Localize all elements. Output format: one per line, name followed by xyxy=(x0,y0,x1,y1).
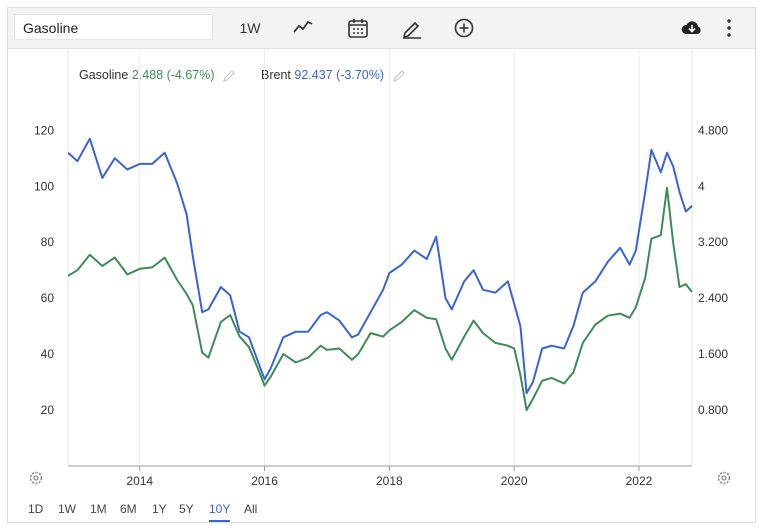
range-button-1d[interactable]: 1D xyxy=(28,502,44,516)
x-tick-label: 2022 xyxy=(626,474,653,488)
left-tick-label: 100 xyxy=(34,179,54,193)
price-chart[interactable]: 2014 2016 2018 2020 2022 20 40 60 80 100 120 0.800 1… xyxy=(8,8,755,498)
right-axis-settings-icon[interactable] xyxy=(717,471,731,485)
range-button-all[interactable]: All xyxy=(244,502,258,516)
right-tick-label: 2.400 xyxy=(698,291,728,305)
left-tick-label: 40 xyxy=(41,347,55,361)
range-button-5y[interactable]: 5Y xyxy=(179,502,194,516)
range-button-1m[interactable]: 1M xyxy=(90,502,107,516)
x-tick-label: 2020 xyxy=(501,474,528,488)
legend-brent-value: 92.437 (-3.70%) xyxy=(294,68,385,82)
more-icon[interactable] xyxy=(717,16,741,40)
left-tick-label: 80 xyxy=(41,235,55,249)
series-line-gasoline xyxy=(67,186,693,412)
x-tick-label: 2018 xyxy=(376,474,403,488)
legend-gasoline-value: 2.488 (-4.67%) xyxy=(131,68,215,82)
x-tick-label: 2016 xyxy=(251,474,278,488)
range-button-6m[interactable]: 6M xyxy=(120,502,137,516)
right-tick-label: 4.800 xyxy=(698,123,728,137)
right-tick-label: 4 xyxy=(698,179,705,193)
right-tick-label: 1.600 xyxy=(698,347,728,361)
legend-brent-name: Brent xyxy=(261,68,291,82)
left-tick-label: 120 xyxy=(34,123,54,137)
legend-gasoline: Gasoline 2.488 (-4.67%) xyxy=(79,68,236,83)
range-button-1y[interactable]: 1Y xyxy=(152,502,167,516)
range-button-1w[interactable]: 1W xyxy=(58,502,76,516)
edit-pencil-icon[interactable] xyxy=(222,69,236,83)
draw-icon[interactable] xyxy=(400,16,424,40)
calendar-icon[interactable] xyxy=(346,16,370,40)
left-tick-label: 60 xyxy=(41,291,55,305)
interval-selector[interactable]: 1W xyxy=(239,20,261,36)
line-chart-icon[interactable] xyxy=(291,16,315,40)
chart-widget: Gasoline 1W xyxy=(7,7,756,523)
series-line-brent xyxy=(67,137,693,395)
download-icon[interactable] xyxy=(680,16,704,40)
legend-gasoline-name: Gasoline xyxy=(79,68,129,82)
right-tick-label: 0.800 xyxy=(698,403,728,417)
x-tick-label: 2014 xyxy=(126,474,153,488)
toolbar: Gasoline 1W xyxy=(8,8,755,49)
edit-pencil-icon[interactable] xyxy=(392,69,406,83)
right-tick-label: 3.200 xyxy=(698,235,728,249)
symbol-search-input[interactable]: Gasoline xyxy=(14,14,213,40)
add-icon[interactable] xyxy=(452,16,476,40)
left-tick-label: 20 xyxy=(41,403,55,417)
left-axis-settings-icon[interactable] xyxy=(29,471,43,485)
range-button-10y[interactable]: 10Y xyxy=(209,498,231,522)
legend-brent: Brent 92.437 (-3.70%) xyxy=(261,68,406,83)
